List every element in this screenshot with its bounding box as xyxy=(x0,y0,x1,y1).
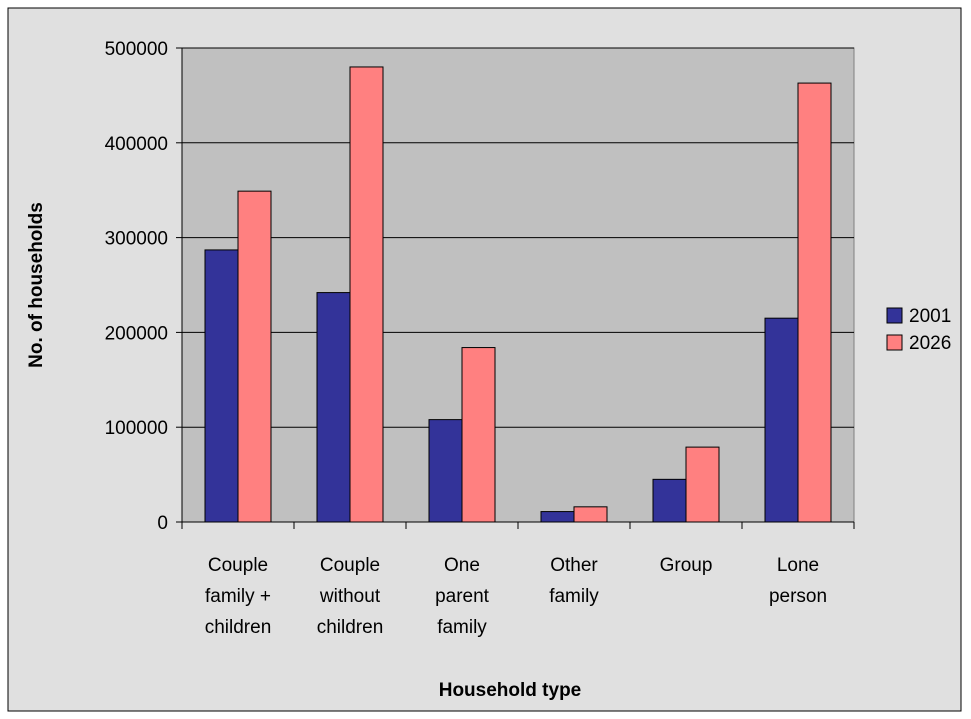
legend-swatch-2001 xyxy=(886,307,903,324)
y-tick-label: 200000 xyxy=(105,323,168,344)
bar-2001-4 xyxy=(652,478,687,523)
bars xyxy=(204,66,832,523)
x-category-label: person xyxy=(769,586,827,607)
x-category-label: Couple xyxy=(320,555,380,576)
bar-2026-3 xyxy=(573,506,608,523)
bar-2026-1 xyxy=(349,66,384,523)
bar-2001-5 xyxy=(764,317,799,523)
x-axis-title: Household type xyxy=(439,680,582,701)
y-tick-label: 100000 xyxy=(105,418,168,439)
x-category-label: children xyxy=(317,617,384,638)
x-category-label: Other xyxy=(550,555,598,576)
bar-2026-2 xyxy=(461,347,496,523)
x-category-label: Couple xyxy=(208,555,268,576)
legend: 2001 2026 xyxy=(886,306,951,354)
bar-2001-1 xyxy=(316,292,351,523)
plot-area-background xyxy=(181,47,855,523)
x-category-label: children xyxy=(205,617,272,638)
axes xyxy=(176,47,855,529)
x-category-label: without xyxy=(319,586,381,607)
x-category-label: Lone xyxy=(777,555,819,576)
y-tick-label: 300000 xyxy=(105,229,168,250)
y-tick-labels: 0 100000 200000 300000 400000 500000 xyxy=(105,39,168,534)
bar-2001-2 xyxy=(428,419,463,523)
y-axis-title: No. of households xyxy=(26,202,47,368)
bar-2001-3 xyxy=(540,511,575,523)
bar-2026-4 xyxy=(685,446,720,523)
x-category-label: family xyxy=(437,617,487,638)
legend-label: 2026 xyxy=(909,333,951,354)
y-tick-label: 0 xyxy=(157,513,168,534)
x-category-labels: Couple family + children Couple without child… xyxy=(205,555,827,638)
bar-2026-5 xyxy=(797,82,832,523)
legend-label: 2001 xyxy=(909,306,951,327)
x-category-label: parent xyxy=(435,586,490,607)
x-category-label: family + xyxy=(205,586,271,607)
x-category-label: family xyxy=(549,586,599,607)
x-category-label: Group xyxy=(660,555,713,576)
bar-2001-0 xyxy=(204,249,239,523)
gridlines xyxy=(182,47,854,428)
x-category-label: One xyxy=(444,555,480,576)
y-tick-label: 500000 xyxy=(105,39,168,60)
legend-swatch-2026 xyxy=(886,334,903,351)
y-tick-label: 400000 xyxy=(105,134,168,155)
bar-2026-0 xyxy=(237,190,272,523)
